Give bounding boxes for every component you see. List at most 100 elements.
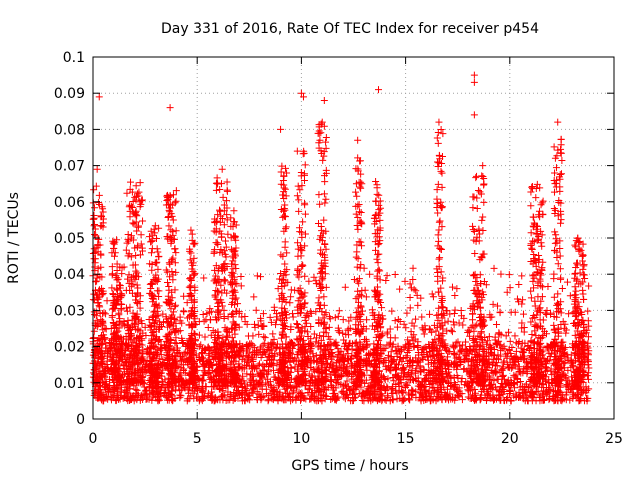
data-point [400, 320, 408, 328]
data-point [386, 366, 394, 374]
data-point [462, 338, 470, 346]
data-point [424, 369, 432, 377]
data-point [103, 392, 111, 400]
data-point [518, 300, 526, 308]
data-point [345, 356, 353, 364]
data-point [406, 396, 414, 404]
data-point [224, 230, 232, 238]
data-point [391, 317, 399, 325]
data-point [420, 330, 428, 338]
data-point [499, 371, 507, 379]
data-point [281, 243, 289, 251]
data-point [462, 346, 470, 354]
data-point [183, 299, 191, 307]
data-point [345, 317, 353, 325]
data-point [301, 161, 309, 169]
data-point [567, 385, 575, 393]
data-point [96, 303, 104, 311]
data-point [305, 277, 313, 285]
data-point [503, 288, 511, 296]
data-point [186, 275, 194, 283]
data-point [396, 353, 404, 361]
data-point [204, 323, 212, 331]
data-point [124, 235, 132, 243]
data-point [393, 395, 401, 403]
data-point [195, 318, 203, 326]
data-point [418, 313, 426, 321]
data-point [325, 323, 333, 331]
data-point [270, 303, 278, 311]
data-point [583, 386, 591, 394]
data-point [471, 389, 479, 397]
data-point [129, 219, 137, 227]
data-point [147, 238, 155, 246]
data-point [357, 178, 365, 186]
data-point [219, 193, 227, 201]
data-point [432, 327, 440, 335]
data-point [239, 372, 247, 380]
data-point [269, 366, 277, 374]
data-point [229, 309, 237, 317]
data-point [223, 187, 231, 195]
data-point [491, 367, 499, 375]
data-point [461, 345, 469, 353]
data-point [311, 393, 319, 401]
data-point [426, 310, 434, 318]
data-point [132, 182, 140, 190]
data-point [413, 291, 421, 299]
data-point [366, 270, 374, 278]
data-point [504, 328, 512, 336]
data-point [467, 362, 475, 370]
data-point [218, 384, 226, 392]
data-point [518, 319, 526, 327]
data-point [252, 306, 260, 314]
data-point [520, 328, 528, 336]
data-point [204, 357, 212, 365]
data-point [341, 283, 349, 291]
data-point [319, 314, 327, 322]
data-point [451, 291, 459, 299]
data-point [237, 273, 245, 281]
data-point [562, 382, 570, 390]
data-point [91, 221, 99, 229]
data-point [447, 381, 455, 389]
data-point [147, 249, 155, 257]
data-point [515, 280, 523, 288]
data-point [511, 308, 519, 316]
data-point [512, 347, 520, 355]
data-point [431, 335, 439, 343]
data-point [425, 393, 433, 401]
data-point [412, 388, 420, 396]
data-point [460, 314, 468, 322]
data-point [343, 377, 351, 385]
data-point [223, 178, 231, 186]
data-point [396, 285, 404, 293]
data-point [253, 394, 261, 402]
data-point [154, 395, 162, 403]
data-point [407, 284, 415, 292]
data-point [543, 367, 551, 375]
data-point [500, 359, 508, 367]
data-point [179, 307, 187, 315]
data-point [382, 387, 390, 395]
data-point [401, 277, 409, 285]
data-point [289, 313, 297, 321]
data-point [152, 259, 160, 267]
data-point [255, 360, 263, 368]
data-point [446, 347, 454, 355]
data-point [200, 274, 208, 282]
data-point [366, 389, 374, 397]
data-point [192, 383, 200, 391]
data-point [204, 389, 212, 397]
data-point [320, 301, 328, 309]
data-point [439, 310, 447, 318]
data-point [534, 387, 542, 395]
data-point [494, 302, 502, 310]
data-point [562, 375, 570, 383]
data-point [208, 362, 216, 370]
data-point [287, 397, 295, 405]
data-point [382, 277, 390, 285]
data-point [443, 346, 451, 354]
data-point [272, 345, 280, 353]
data-point [123, 189, 131, 197]
